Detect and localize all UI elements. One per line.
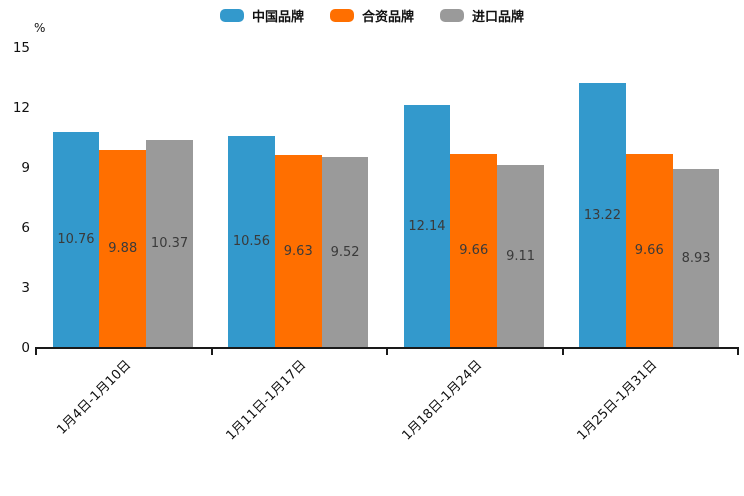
chart-legend: 中国品牌 合资品牌 进口品牌 <box>0 6 744 25</box>
bar: 10.37 <box>146 140 193 348</box>
y-tick-label: 6 <box>21 219 30 236</box>
x-axis-line <box>35 346 739 349</box>
bar-value-label: 13.22 <box>583 207 622 223</box>
bar: 9.66 <box>450 154 498 348</box>
bar-value-label: 9.11 <box>506 248 536 264</box>
y-tick-label: 9 <box>21 159 30 176</box>
legend-label: 进口品牌 <box>472 10 525 25</box>
bar: 12.14 <box>403 104 451 348</box>
bar-value-label: 9.66 <box>459 243 489 259</box>
y-tick-label: 12 <box>12 99 30 116</box>
y-tick-label: 0 <box>21 339 30 356</box>
legend-item: 合资品牌 <box>329 6 414 25</box>
legend-label: 合资品牌 <box>361 10 414 25</box>
bar: 9.52 <box>321 157 369 348</box>
bar-value-label: 9.66 <box>634 243 664 259</box>
x-tick-mark <box>561 348 564 355</box>
legend-item: 中国品牌 <box>219 6 304 25</box>
bar-value-label: 9.88 <box>108 241 138 257</box>
bar: 13.22 <box>579 83 626 348</box>
bar-value-label: 10.76 <box>57 232 95 248</box>
x-category-label: 1月18日-1月24日 <box>399 357 486 443</box>
bar: 10.56 <box>228 136 275 348</box>
legend-swatch-icon <box>219 9 244 22</box>
y-tick-label: 15 <box>12 39 30 56</box>
legend-swatch-icon <box>440 9 464 22</box>
x-category-label: 1月25日-1月31日 <box>574 357 661 443</box>
x-tick-mark <box>737 348 739 355</box>
bar: 9.66 <box>625 154 673 348</box>
bar: 10.76 <box>52 132 100 348</box>
bar-value-label: 10.56 <box>232 234 271 250</box>
x-category-label: 1月11日-1月17日 <box>223 357 310 443</box>
x-tick-mark <box>210 348 213 355</box>
legend-label: 中国品牌 <box>251 10 304 25</box>
bar-value-label: 9.52 <box>330 244 360 260</box>
bar: 9.63 <box>274 154 322 348</box>
bar: 9.88 <box>99 149 147 348</box>
x-tick-mark <box>35 348 37 355</box>
bar-value-label: 12.14 <box>408 218 446 234</box>
x-category-label: 1月4日-1月10日 <box>54 357 135 438</box>
legend-swatch-icon <box>329 9 354 22</box>
bar-value-label: 10.37 <box>150 236 189 252</box>
x-tick-mark <box>386 348 388 355</box>
y-axis-unit-label: % <box>34 21 46 35</box>
bar-value-label: 8.93 <box>681 250 711 266</box>
bar: 9.11 <box>497 165 544 348</box>
y-tick-label: 3 <box>21 279 30 296</box>
bar-value-label: 9.63 <box>283 243 313 259</box>
bar: 8.93 <box>672 168 720 348</box>
legend-item: 进口品牌 <box>440 6 524 25</box>
